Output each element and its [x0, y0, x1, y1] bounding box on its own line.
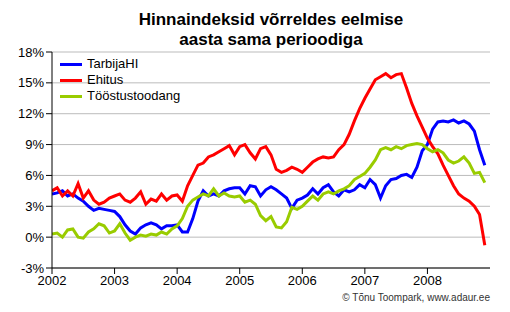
svg-text:3%: 3% — [25, 199, 44, 214]
svg-text:2006: 2006 — [288, 273, 317, 288]
html-text:Hinnaindeksid võrreldes eelmis: Hinnaindeksid võrreldes eelmise aasta sa… — [138, 10, 404, 49]
svg-text:2005: 2005 — [225, 273, 254, 288]
html-text:© Tõnu Toompark, www.adaur.ee: © Tõnu Toompark, www.adaur.ee — [342, 292, 490, 303]
svg-text:18%: 18% — [18, 45, 44, 60]
html-text:Ehitus: Ehitus — [87, 72, 124, 87]
html-text:Tööstustoodang: Tööstustoodang — [87, 88, 181, 103]
svg-text:2003: 2003 — [100, 273, 129, 288]
html-text:TarbijaHI: TarbijaHI — [87, 56, 139, 71]
svg-text:0%: 0% — [25, 230, 44, 245]
svg-text:9%: 9% — [25, 137, 44, 152]
svg-text:2004: 2004 — [163, 273, 192, 288]
svg-text:15%: 15% — [18, 75, 44, 90]
svg-text:2008: 2008 — [413, 273, 442, 288]
svg-text:6%: 6% — [25, 168, 44, 183]
svg-text:2002: 2002 — [37, 273, 67, 289]
svg-text:12%: 12% — [18, 106, 44, 121]
svg-text:2007: 2007 — [350, 273, 379, 288]
svg-text:-3%: -3% — [21, 261, 45, 276]
